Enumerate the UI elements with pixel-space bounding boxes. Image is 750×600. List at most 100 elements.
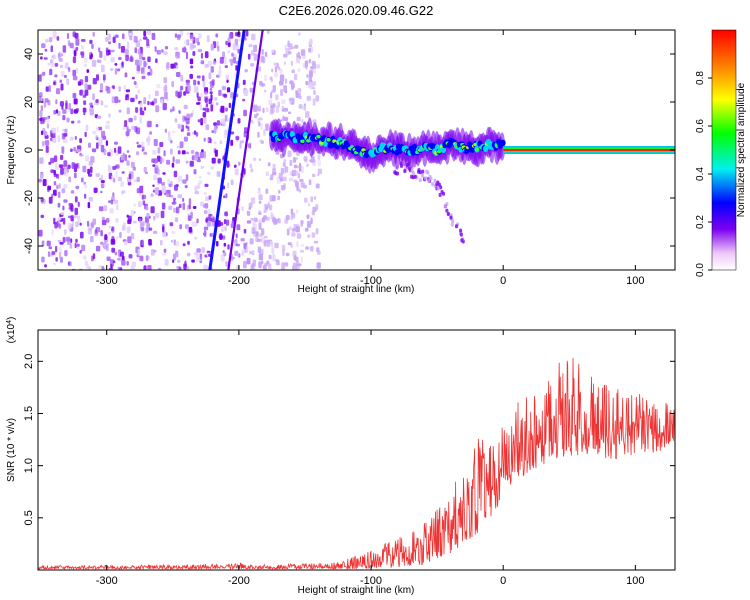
noise-speck bbox=[124, 154, 127, 162]
noise-speck bbox=[61, 105, 64, 110]
noise-speck bbox=[200, 60, 205, 65]
noise-speck bbox=[88, 266, 91, 270]
noise-speck bbox=[249, 238, 254, 245]
noise-speck bbox=[115, 34, 119, 38]
noise-speck bbox=[225, 261, 228, 267]
noise-speck bbox=[53, 217, 56, 225]
noise-speck bbox=[57, 202, 61, 208]
noise-speck bbox=[216, 120, 221, 126]
noise-speck bbox=[227, 244, 230, 250]
noise-speck bbox=[259, 80, 263, 86]
noise-speck bbox=[95, 245, 101, 252]
noise-speck bbox=[203, 191, 207, 196]
noise-speck bbox=[108, 225, 112, 229]
noise-speck bbox=[87, 227, 92, 235]
noise-speck bbox=[171, 162, 175, 168]
noise-speck bbox=[125, 89, 130, 93]
noise-speck bbox=[224, 56, 227, 65]
noise-speck bbox=[268, 254, 272, 260]
track-peak bbox=[316, 134, 321, 139]
noise-speck bbox=[117, 176, 122, 182]
noise-speck bbox=[147, 265, 152, 270]
noise-speck bbox=[274, 72, 278, 78]
noise-speck bbox=[296, 57, 300, 64]
noise-speck bbox=[40, 197, 44, 203]
noise-speck bbox=[100, 100, 104, 106]
noise-speck bbox=[295, 157, 298, 161]
noise-speck bbox=[248, 202, 253, 208]
noise-speck bbox=[173, 170, 178, 178]
noise-speck bbox=[40, 105, 43, 112]
noise-speck bbox=[280, 119, 283, 122]
tail-speck bbox=[433, 178, 437, 183]
noise-speck bbox=[97, 115, 102, 119]
noise-speck bbox=[43, 57, 48, 60]
track-peak bbox=[326, 138, 331, 142]
noise-speck bbox=[83, 63, 88, 67]
x-tick-label: 100 bbox=[626, 275, 644, 287]
noise-speck bbox=[109, 208, 114, 214]
noise-speck bbox=[210, 80, 214, 88]
noise-speck bbox=[127, 181, 132, 186]
noise-speck bbox=[147, 56, 151, 63]
noise-speck bbox=[184, 185, 188, 189]
noise-speck bbox=[291, 83, 294, 90]
noise-speck bbox=[52, 31, 57, 39]
noise-speck bbox=[194, 191, 200, 195]
noise-speck bbox=[230, 131, 235, 135]
noise-speck bbox=[136, 151, 140, 156]
x-tick-label: -200 bbox=[228, 575, 250, 587]
noise-speck bbox=[135, 94, 138, 100]
noise-speck bbox=[67, 223, 72, 230]
noise-speck bbox=[40, 117, 43, 122]
y-tick-label: 40 bbox=[23, 48, 35, 60]
noise-speck bbox=[295, 181, 299, 187]
noise-speck bbox=[281, 105, 284, 111]
noise-speck bbox=[269, 195, 273, 202]
noise-speck bbox=[199, 152, 204, 159]
noise-speck bbox=[141, 75, 146, 80]
noise-speck bbox=[102, 74, 106, 81]
noise-speck bbox=[129, 56, 134, 62]
noise-speck bbox=[73, 50, 77, 57]
tail-speck bbox=[403, 169, 407, 174]
noise-speck bbox=[292, 212, 296, 219]
noise-speck bbox=[50, 169, 55, 173]
noise-speck bbox=[193, 154, 198, 161]
y-tick-label: 0 bbox=[23, 147, 35, 153]
noise-speck bbox=[142, 72, 147, 76]
noise-speck bbox=[189, 160, 194, 167]
noise-speck bbox=[73, 215, 77, 219]
noise-speck bbox=[258, 187, 261, 191]
colorbar-tick-label: 0.0 bbox=[695, 263, 706, 277]
noise-speck bbox=[240, 238, 245, 242]
noise-speck bbox=[203, 226, 209, 231]
noise-speck bbox=[105, 124, 110, 130]
noise-speck bbox=[308, 179, 312, 186]
noise-speck bbox=[315, 183, 320, 189]
noise-speck bbox=[310, 159, 315, 163]
tail-speck bbox=[425, 169, 429, 174]
noise-speck bbox=[111, 175, 114, 181]
noise-speck bbox=[183, 91, 186, 96]
noise-speck bbox=[265, 171, 270, 177]
noise-speck bbox=[61, 132, 66, 140]
noise-speck bbox=[234, 250, 239, 256]
noise-speck bbox=[40, 130, 44, 136]
noise-speck bbox=[281, 99, 286, 105]
noise-speck bbox=[317, 250, 321, 255]
colorbar-tick-label: 0.4 bbox=[695, 167, 706, 181]
noise-speck bbox=[215, 102, 219, 106]
noise-speck bbox=[53, 169, 56, 176]
noise-speck bbox=[185, 79, 190, 83]
noise-speck bbox=[196, 92, 199, 98]
noise-speck bbox=[168, 183, 172, 188]
noise-speck bbox=[191, 221, 196, 227]
noise-speck bbox=[84, 260, 88, 266]
noise-speck bbox=[95, 173, 100, 178]
noise-speck bbox=[80, 154, 84, 157]
noise-speck bbox=[75, 238, 78, 243]
noise-speck bbox=[245, 245, 249, 253]
noise-speck bbox=[77, 120, 81, 124]
